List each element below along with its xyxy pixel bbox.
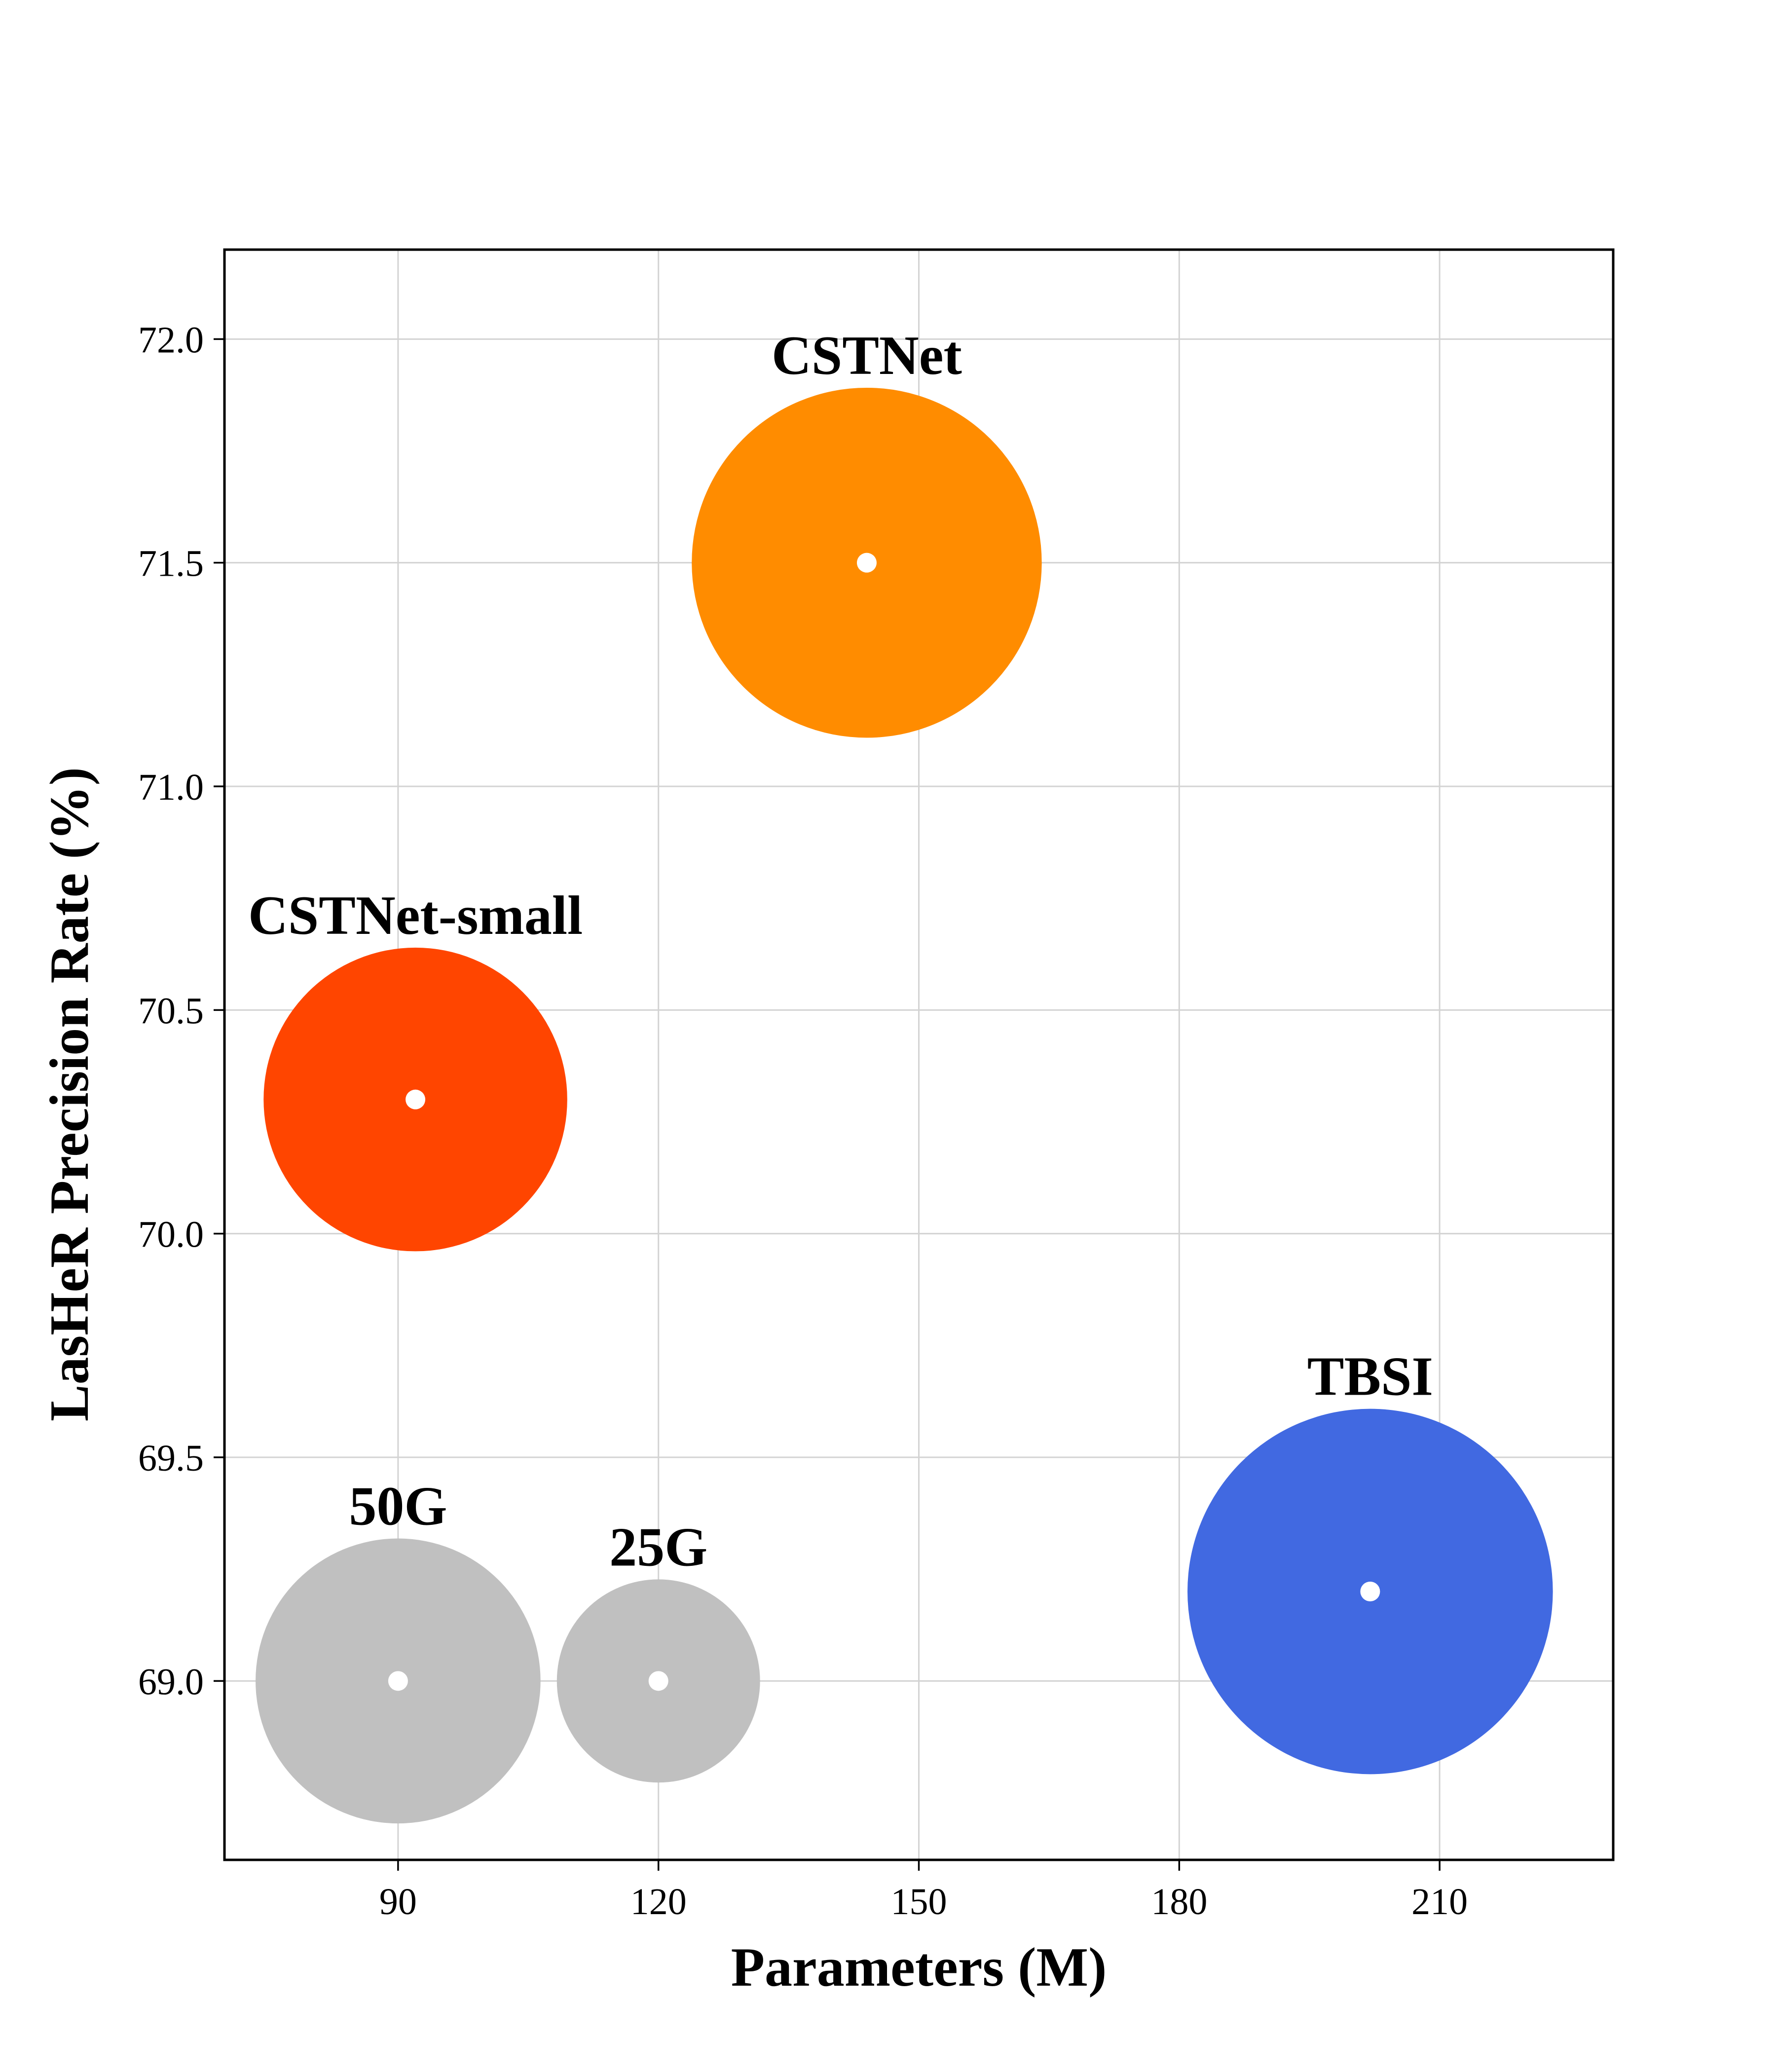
bubble-label: CSTNet-small (248, 885, 583, 946)
y-tick-label: 69.5 (138, 1438, 204, 1479)
bubbles (256, 387, 1553, 1824)
bubble-center-dot (1360, 1582, 1380, 1601)
bubble-center-dot (856, 553, 877, 573)
y-tick-label: 71.5 (138, 543, 204, 585)
y-tick-label: 71.0 (138, 767, 204, 808)
x-tick-label: 210 (1411, 1881, 1468, 1923)
axis-ticks: 90 120 150 180 210 69.0 69.5 70.0 70.5 71.0 71.5 72… (138, 319, 1468, 1923)
bubble-labels: CSTNet CSTNet-small TBSI 50G 25G (248, 325, 1433, 1578)
y-tick-label: 72.0 (138, 319, 204, 361)
bubble-label: TBSI (1307, 1346, 1433, 1407)
y-tick-label: 69.0 (138, 1661, 204, 1702)
bubble-label: CSTNet (772, 325, 962, 386)
bubble-center-dot (648, 1671, 668, 1691)
y-tick-label: 70.0 (138, 1214, 204, 1256)
bubble-label: 50G (349, 1476, 447, 1537)
bubble-center-dot (406, 1089, 426, 1110)
bubble-center-dot (388, 1671, 408, 1691)
y-tick-label: 70.5 (138, 990, 204, 1032)
x-tick-label: 180 (1151, 1881, 1207, 1923)
x-tick-label: 120 (630, 1881, 687, 1923)
x-tick-label: 90 (379, 1881, 417, 1923)
y-axis-title: LasHeR Precision Rate (%) (39, 767, 100, 1421)
bubble-label: 25G (609, 1517, 707, 1578)
x-axis-title: Parameters (M) (731, 1937, 1107, 1998)
x-tick-label: 150 (891, 1881, 947, 1923)
